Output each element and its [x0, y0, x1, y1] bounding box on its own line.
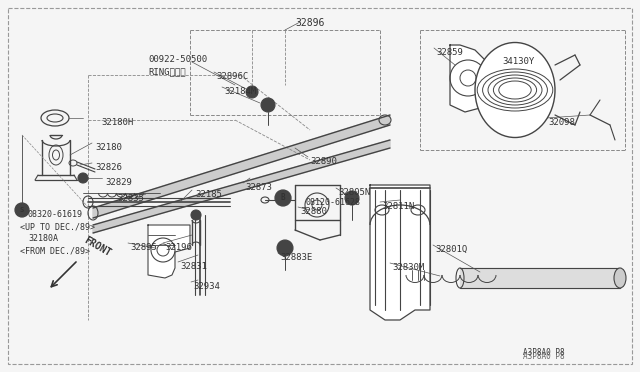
Polygon shape	[460, 268, 620, 288]
Circle shape	[277, 240, 293, 256]
Text: RINGリング: RINGリング	[148, 67, 186, 76]
Polygon shape	[370, 185, 430, 320]
Text: S: S	[20, 207, 24, 213]
Text: 32826: 32826	[95, 163, 122, 172]
Text: 00922-50500: 00922-50500	[148, 55, 207, 64]
Text: 32883E: 32883E	[280, 253, 312, 262]
Text: 32196: 32196	[165, 243, 192, 252]
Text: 32896: 32896	[295, 18, 324, 28]
Text: 32896C: 32896C	[216, 72, 248, 81]
Text: B: B	[281, 193, 285, 202]
Text: 32098: 32098	[548, 118, 575, 127]
Text: 32801Q: 32801Q	[435, 245, 467, 254]
Text: FRONT: FRONT	[82, 235, 113, 258]
Text: 32184M: 32184M	[224, 87, 256, 96]
Text: 32831: 32831	[180, 262, 207, 271]
Text: 32873: 32873	[245, 183, 272, 192]
Polygon shape	[93, 140, 390, 233]
Ellipse shape	[614, 268, 626, 288]
Text: 32895: 32895	[130, 243, 157, 252]
Text: 32805N: 32805N	[338, 188, 371, 197]
Text: <UP TO DEC./89>: <UP TO DEC./89>	[20, 222, 95, 231]
Circle shape	[191, 210, 201, 220]
Text: 32859: 32859	[436, 48, 463, 57]
Text: 32830M: 32830M	[392, 263, 424, 272]
Ellipse shape	[475, 42, 555, 138]
Text: 32829: 32829	[105, 178, 132, 187]
Polygon shape	[450, 45, 490, 112]
Text: 32180: 32180	[95, 143, 122, 152]
Text: 32811N: 32811N	[382, 202, 414, 211]
Text: A3P8A0 P8: A3P8A0 P8	[523, 348, 564, 357]
Text: 32934: 32934	[193, 282, 220, 291]
Text: 32180A: 32180A	[28, 234, 58, 243]
Text: 08120-61628: 08120-61628	[306, 198, 361, 207]
Text: 34130Y: 34130Y	[502, 57, 534, 66]
Text: 32185: 32185	[195, 190, 222, 199]
Circle shape	[78, 173, 88, 183]
Circle shape	[246, 86, 258, 98]
Polygon shape	[93, 115, 390, 218]
Text: 08320-61619: 08320-61619	[28, 210, 83, 219]
Text: 32880: 32880	[300, 207, 327, 216]
Text: 32835: 32835	[117, 194, 144, 203]
Text: <FROM DEC./89>: <FROM DEC./89>	[20, 246, 90, 255]
Circle shape	[275, 190, 291, 206]
Circle shape	[345, 191, 359, 205]
Circle shape	[261, 98, 275, 112]
Text: 32890: 32890	[310, 157, 337, 166]
Polygon shape	[148, 225, 190, 278]
Text: A3P8A0 P8: A3P8A0 P8	[523, 352, 564, 361]
Text: 32180H: 32180H	[101, 118, 133, 127]
Circle shape	[15, 203, 29, 217]
